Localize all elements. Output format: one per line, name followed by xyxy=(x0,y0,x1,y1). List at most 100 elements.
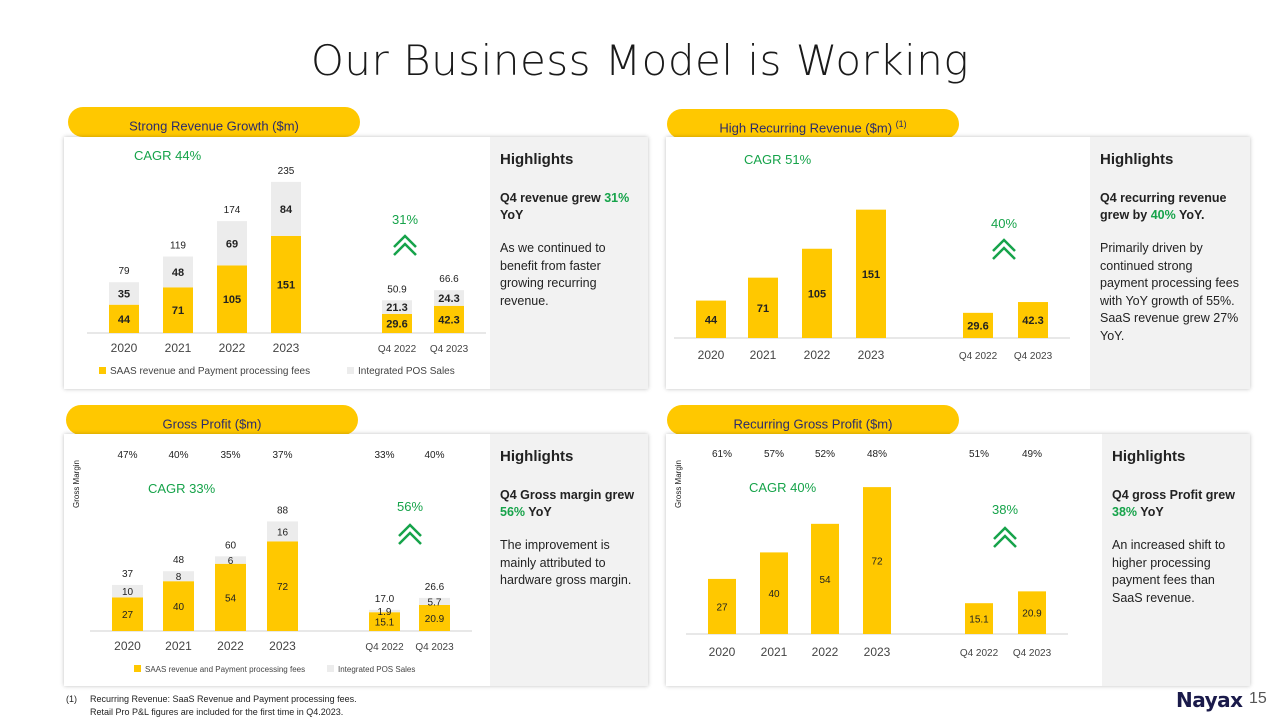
summary-growth: 56% xyxy=(500,505,526,519)
bar-primary xyxy=(963,312,993,338)
bar-primary xyxy=(802,248,832,338)
summary-growth: 38% xyxy=(1112,505,1138,519)
data-label: 69 xyxy=(226,238,238,250)
highlights-title: Highlights xyxy=(500,151,574,168)
highlights-summary: Q4 recurring revenue grew by 40% YoY. xyxy=(1100,190,1240,224)
data-label: 24.3 xyxy=(438,293,459,305)
pill-label: High Recurring Revenue ($m) xyxy=(719,120,896,136)
bar-primary xyxy=(382,313,412,333)
summary-text-b: YoY xyxy=(500,208,524,222)
summary-growth: 31% xyxy=(604,191,630,205)
x-tick-label: 2020 xyxy=(698,348,725,362)
chart-gross-profit: Gross Margin 47% 40% 35% 37% 33% 40% 27 10 37 2020… xyxy=(72,450,472,674)
total-label: 50.9 xyxy=(387,284,407,295)
chevron-up-icon xyxy=(393,234,417,248)
pill-label: Strong Revenue Growth ($m) xyxy=(129,118,299,134)
gross-margin-label: 40% xyxy=(424,450,444,461)
data-label: 21.3 xyxy=(386,302,407,314)
gross-margin-label: 47% xyxy=(117,450,137,461)
data-label: 54 xyxy=(819,575,831,586)
data-label: 35 xyxy=(118,288,130,300)
bar-primary xyxy=(965,603,993,634)
x-tick-label: 2022 xyxy=(217,639,244,653)
highlights-title: Highlights xyxy=(1100,151,1174,168)
data-label: 71 xyxy=(172,305,184,317)
summary-text-b: YoY xyxy=(1137,505,1164,519)
growth-label: 38% xyxy=(992,502,1018,517)
total-label: 79 xyxy=(118,266,130,277)
bar-primary xyxy=(760,552,788,634)
data-label: 20.9 xyxy=(425,614,445,625)
chevron-up-icon xyxy=(993,526,1017,540)
bar-primary xyxy=(708,578,736,634)
highlights-title: Highlights xyxy=(1112,448,1186,465)
data-label: 72 xyxy=(871,557,883,568)
bar-secondary xyxy=(267,521,298,542)
bar-secondary xyxy=(112,584,143,598)
bar-secondary xyxy=(217,221,247,266)
bar-secondary xyxy=(215,556,246,564)
x-tick-label: Q4 2023 xyxy=(1013,648,1052,659)
bar-primary xyxy=(863,487,891,634)
summary-text-b: YoY xyxy=(525,505,552,519)
pill-recurring-gross-profit: Recurring Gross Profit ($m) xyxy=(667,405,959,435)
highlights-box: Highlights Q4 Gross margin grew 56% YoY … xyxy=(490,434,648,686)
data-label: 151 xyxy=(277,279,295,291)
data-label: 16 xyxy=(277,527,289,538)
highlights-box: Highlights Q4 revenue grew 31% YoY As we… xyxy=(490,137,648,389)
x-tick-label: 2023 xyxy=(269,639,296,653)
growth-label: 31% xyxy=(392,212,418,227)
summary-text-a: Q4 gross Profit grew xyxy=(1112,488,1235,502)
x-tick-label: 2023 xyxy=(858,348,885,362)
total-label: 174 xyxy=(224,205,241,216)
x-tick-label: 2022 xyxy=(804,348,831,362)
x-tick-label: Q4 2022 xyxy=(959,351,998,362)
highlights-summary: Q4 revenue grew 31% YoY xyxy=(500,190,638,224)
data-label: 6 xyxy=(228,556,234,567)
total-label: 37 xyxy=(122,569,134,580)
data-label: 84 xyxy=(280,204,293,216)
x-tick-label: 2021 xyxy=(761,645,788,659)
gross-margin-label: 35% xyxy=(220,450,240,461)
growth-label: 40% xyxy=(991,216,1017,231)
gross-margin-label: 61% xyxy=(712,449,732,460)
footnote-line-2: Retail Pro P&L figures are included for … xyxy=(90,707,344,717)
highlights-box: Highlights Q4 recurring revenue grew by … xyxy=(1090,137,1250,389)
highlights-summary: Q4 gross Profit grew 38% YoY xyxy=(1112,487,1240,521)
bar-primary xyxy=(811,523,839,634)
nayax-logo: Nayax xyxy=(1176,688,1243,712)
bar-primary xyxy=(109,304,139,333)
total-label: 17.0 xyxy=(375,594,395,605)
bar-secondary xyxy=(271,181,301,236)
pill-label: Recurring Gross Profit ($m) xyxy=(733,416,893,432)
legend-swatch xyxy=(327,665,334,672)
data-label: 72 xyxy=(277,582,289,593)
bar-primary xyxy=(215,563,246,631)
gross-margin-label: 57% xyxy=(764,449,784,460)
chart-recurring-revenue: 44 2020 71 2021 105 2022 151 2023 29.6 Q4 2022 42.… xyxy=(674,152,1070,362)
chevron-up-icon xyxy=(992,246,1016,260)
cagr-label: CAGR 33% xyxy=(148,481,216,496)
data-label: 29.6 xyxy=(967,320,988,332)
legend-swatch xyxy=(347,367,354,374)
legend-label: SAAS revenue and Payment processing fees xyxy=(145,665,305,674)
gross-margin-label: 51% xyxy=(969,449,989,460)
gross-margin-axis-label: Gross Margin xyxy=(674,460,683,508)
legend-label: Integrated POS Sales xyxy=(338,665,415,674)
data-label: 40 xyxy=(768,589,780,600)
highlights-box: Highlights Q4 gross Profit grew 38% YoY … xyxy=(1102,434,1250,686)
chevron-up-icon xyxy=(398,523,422,537)
summary-text-a: Q4 Gross margin grew xyxy=(500,488,635,502)
data-label: 151 xyxy=(862,269,880,281)
x-tick-label: 2020 xyxy=(111,341,138,355)
bar-primary xyxy=(267,541,298,631)
bar-secondary xyxy=(382,300,412,314)
bar-primary xyxy=(369,612,400,631)
x-tick-label: Q4 2022 xyxy=(365,642,404,653)
highlights-body: As we continued to benefit from faster g… xyxy=(500,241,606,308)
total-label: 60 xyxy=(225,540,237,551)
pill-label: Gross Profit ($m) xyxy=(162,416,262,432)
bar-primary xyxy=(1018,302,1048,338)
x-tick-label: Q4 2023 xyxy=(415,642,454,653)
pill-revenue-growth: Strong Revenue Growth ($m) xyxy=(68,107,360,137)
